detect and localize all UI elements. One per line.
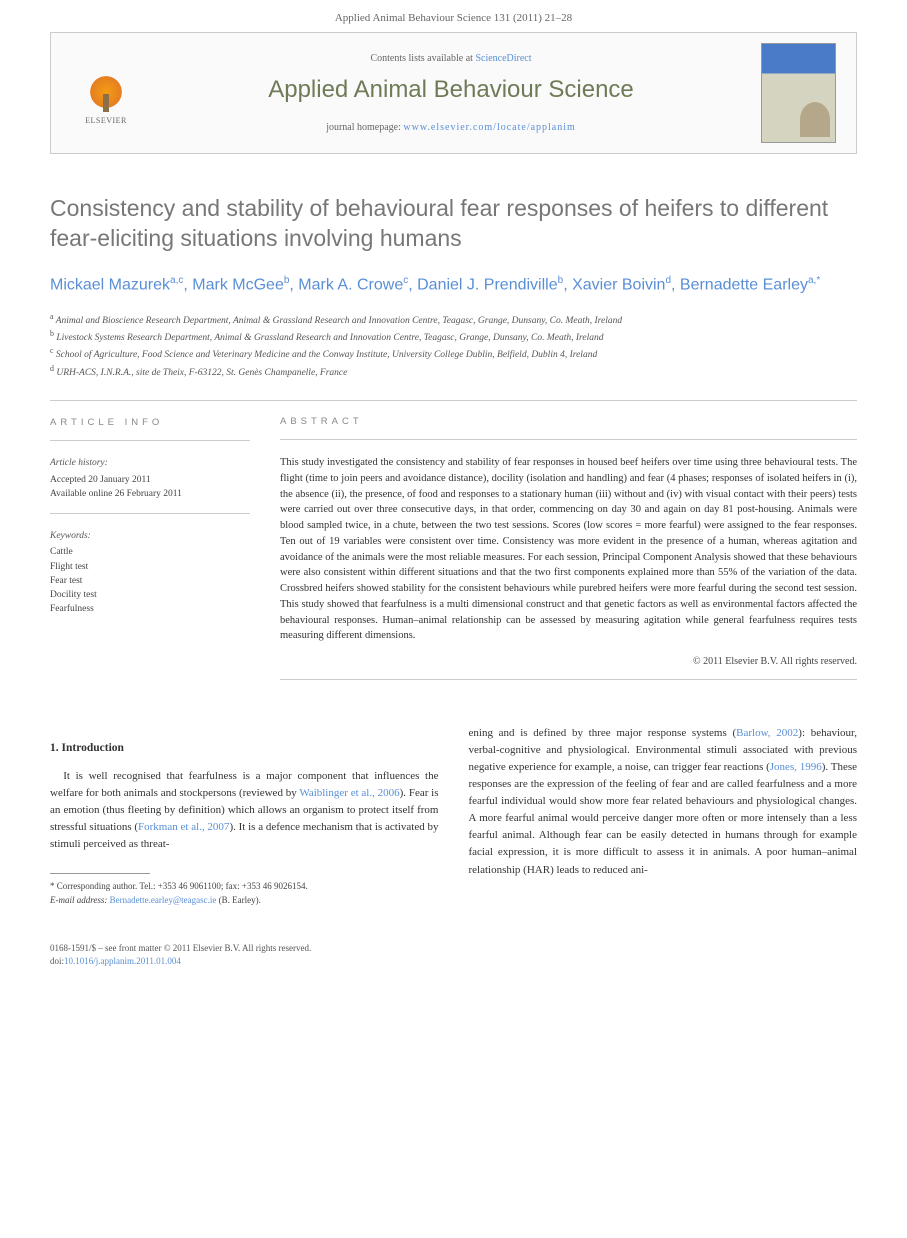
article-body: Consistency and stability of behavioural…	[0, 154, 907, 927]
homepage-link[interactable]: www.elsevier.com/locate/applanim	[403, 122, 575, 133]
affiliation-line: b Livestock Systems Research Department,…	[50, 328, 857, 345]
keyword-item: Flight test	[50, 560, 250, 574]
homepage-line: journal homepage: www.elsevier.com/locat…	[161, 122, 741, 133]
journal-center-block: Contents lists available at ScienceDirec…	[141, 53, 761, 133]
abstract-column: ABSTRACT This study investigated the con…	[280, 416, 857, 695]
article-info-sidebar: ARTICLE INFO Article history: Accepted 2…	[50, 416, 250, 695]
abstract-divider-bottom	[280, 679, 857, 680]
info-abstract-row: ARTICLE INFO Article history: Accepted 2…	[50, 416, 857, 695]
keyword-item: Fear test	[50, 574, 250, 588]
footnote-divider	[50, 873, 150, 874]
abstract-text: This study investigated the consistency …	[280, 455, 857, 644]
ref-link[interactable]: Jones, 1996	[770, 761, 822, 773]
affiliations-block: a Animal and Bioscience Research Departm…	[50, 311, 857, 381]
publisher-name: ELSEVIER	[85, 116, 127, 125]
email-line: E-mail address: Bernadette.earley@teagas…	[50, 894, 439, 908]
corresponding-email[interactable]: Bernadette.earley@teagasc.ie	[110, 895, 217, 905]
abstract-divider	[280, 439, 857, 440]
corresponding-line: * Corresponding author. Tel.: +353 46 90…	[50, 880, 439, 894]
keyword-item: Cattle	[50, 545, 250, 559]
doi-line: doi:10.1016/j.applanim.2011.01.004	[50, 955, 857, 968]
corresponding-author-footnote: * Corresponding author. Tel.: +353 46 90…	[50, 880, 439, 907]
affiliation-line: a Animal and Bioscience Research Departm…	[50, 311, 857, 328]
info-divider-2	[50, 513, 250, 514]
sciencedirect-link[interactable]: ScienceDirect	[475, 53, 531, 64]
affiliation-line: d URH-ACS, I.N.R.A., site de Theix, F-63…	[50, 363, 857, 380]
contents-available-line: Contents lists available at ScienceDirec…	[161, 53, 741, 64]
history-label: Article history:	[50, 456, 250, 470]
homepage-label: journal homepage:	[326, 122, 401, 133]
running-header: Applied Animal Behaviour Science 131 (20…	[0, 0, 907, 32]
ref-link[interactable]: Waiblinger et al., 2006	[299, 787, 399, 799]
ref-link[interactable]: Forkman et al., 2007	[138, 821, 229, 833]
keyword-item: Docility test	[50, 588, 250, 602]
keywords-label: Keywords:	[50, 529, 250, 543]
article-title: Consistency and stability of behavioural…	[50, 194, 857, 254]
divider-line	[50, 400, 857, 401]
citation-text: Applied Animal Behaviour Science 131 (20…	[335, 12, 572, 24]
affiliation-line: c School of Agriculture, Food Science an…	[50, 345, 857, 362]
email-who: (B. Earley).	[219, 895, 261, 905]
accepted-date: Accepted 20 January 2011	[50, 473, 250, 487]
info-divider	[50, 440, 250, 441]
page-footer: 0168-1591/$ – see front matter © 2011 El…	[0, 927, 907, 982]
email-label: E-mail address:	[50, 895, 107, 905]
intro-para-2: ening and is defined by three major resp…	[469, 725, 858, 878]
abstract-copyright: © 2011 Elsevier B.V. All rights reserved…	[280, 656, 857, 667]
contents-label: Contents lists available at	[370, 53, 472, 64]
journal-masthead: ELSEVIER Contents lists available at Sci…	[50, 32, 857, 154]
issn-line: 0168-1591/$ – see front matter © 2011 El…	[50, 942, 857, 955]
article-info-heading: ARTICLE INFO	[50, 416, 250, 430]
ref-link[interactable]: Barlow, 2002	[736, 727, 798, 739]
keywords-list: CattleFlight testFear testDocility testF…	[50, 545, 250, 616]
intro-para-1: It is well recognised that fearfulness i…	[50, 768, 439, 853]
author-list: Mickael Mazureka,c, Mark McGeeb, Mark A.…	[50, 274, 857, 297]
right-column: ening and is defined by three major resp…	[469, 725, 858, 907]
doi-link[interactable]: 10.1016/j.applanim.2011.01.004	[64, 956, 181, 966]
left-column: 1. Introduction It is well recognised th…	[50, 725, 439, 907]
elsevier-tree-icon	[81, 62, 131, 112]
publisher-logo-block: ELSEVIER	[71, 62, 141, 125]
journal-title: Applied Animal Behaviour Science	[161, 76, 741, 104]
body-columns: 1. Introduction It is well recognised th…	[50, 725, 857, 907]
journal-cover-thumbnail	[761, 43, 836, 143]
keyword-item: Fearfulness	[50, 602, 250, 616]
intro-heading: 1. Introduction	[50, 740, 439, 758]
abstract-heading: ABSTRACT	[280, 416, 857, 427]
doi-label: doi:	[50, 956, 64, 966]
available-date: Available online 26 February 2011	[50, 487, 250, 501]
